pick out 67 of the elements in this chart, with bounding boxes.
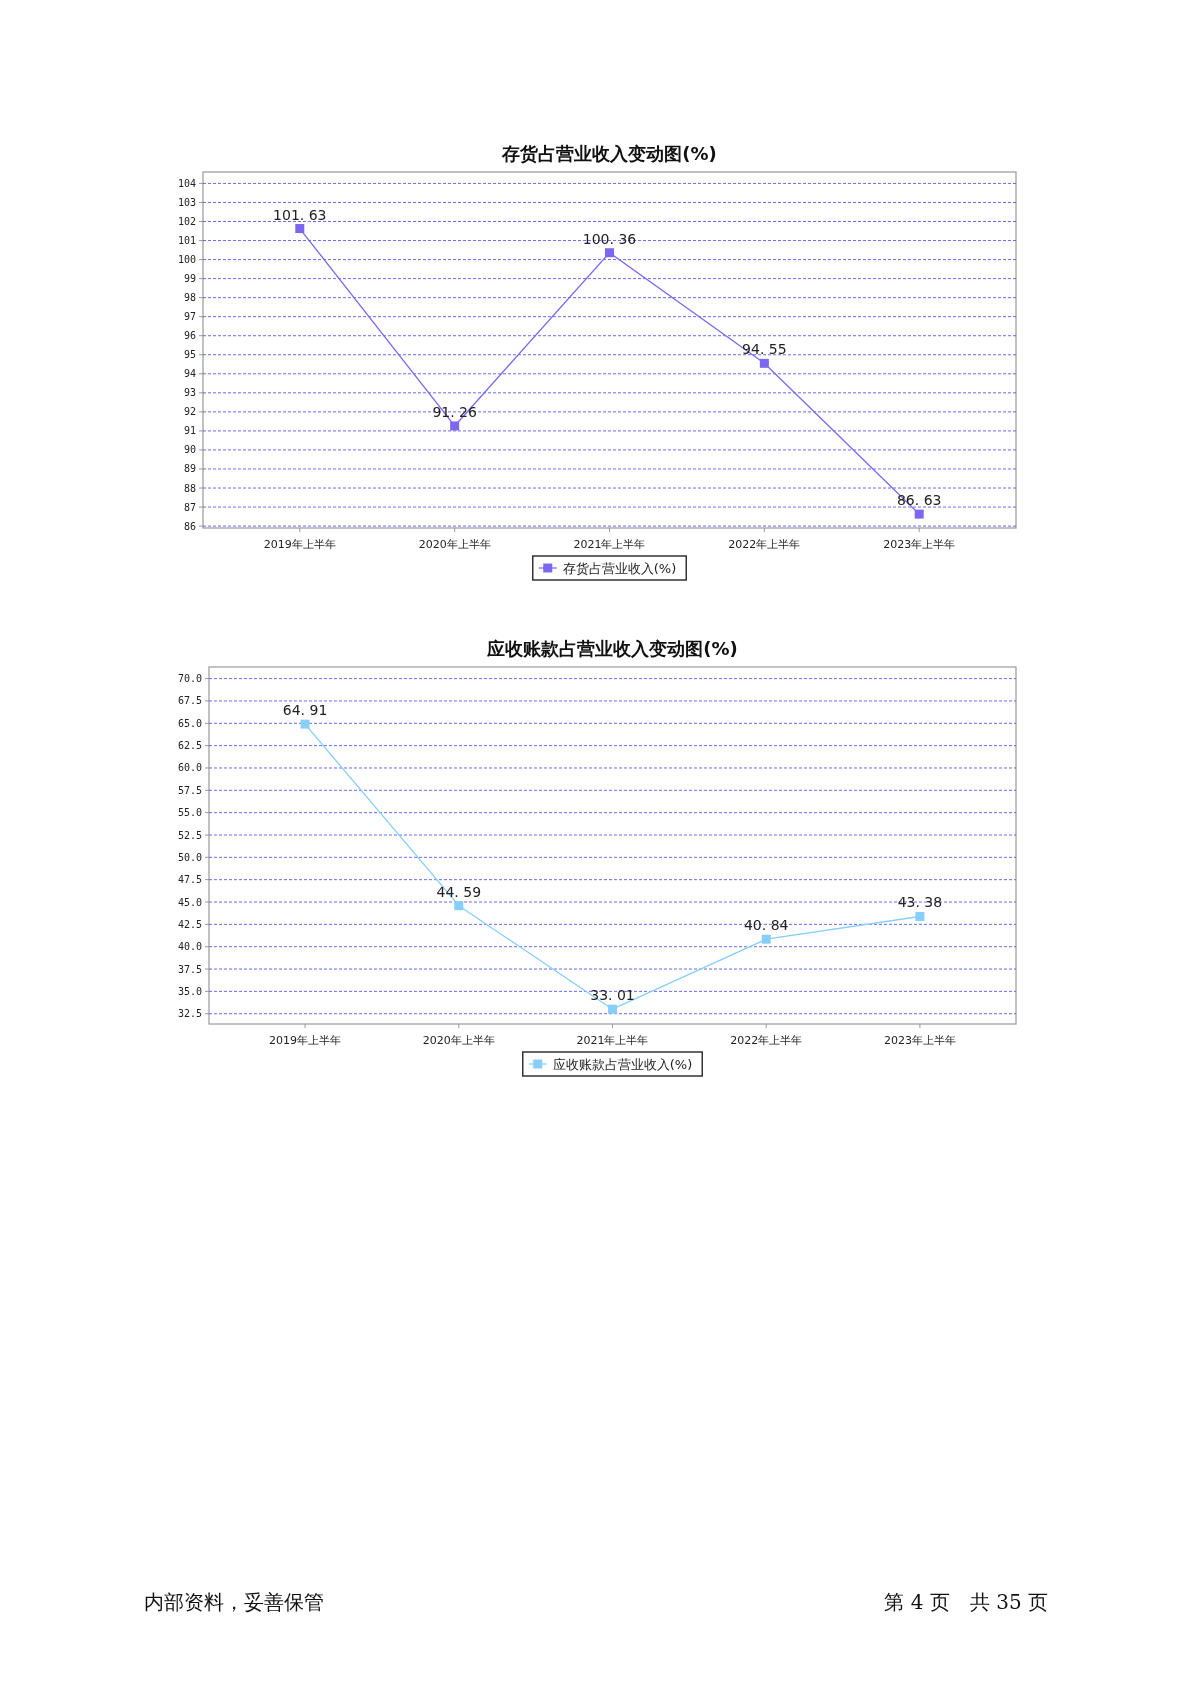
y-tick-label: 57.5 [177,784,202,796]
y-tick-label: 99 [183,273,196,285]
y-tick-label: 87 [183,501,196,513]
y-tick-label: 93 [183,387,196,399]
y-tick-label: 50.0 [177,851,202,863]
y-tick-label: 70.0 [177,673,202,685]
y-tick-label: 96 [183,330,196,342]
y-tick-label: 55.0 [177,807,202,819]
y-tick-label: 40.0 [177,941,202,953]
y-tick-label: 67.5 [177,695,202,707]
point [450,421,460,431]
data-label: 43. 38 [897,894,943,911]
x-tick-label: 2022年上半年 [730,1034,803,1047]
y-tick-label: 97 [183,311,196,323]
x-tick-label: 2020年上半年 [418,538,491,551]
y-tick-label: 32.5 [177,1008,202,1020]
data-label: 44. 59 [436,883,482,900]
legend-label: 存货占营业收入(%) [562,560,677,576]
data-label: 94. 55 [742,341,787,358]
x-tick-label: 2021年上半年 [576,1034,649,1047]
legend-label: 应收账款占营业收入(%) [552,1056,693,1072]
data-label: 33. 01 [590,987,635,1004]
y-tick-label: 45.0 [177,896,202,908]
point [454,901,464,911]
x-tick-label: 2022年上半年 [728,538,801,551]
y-tick-label: 47.5 [177,874,202,886]
point [295,224,305,234]
chart-title: 应收账款占营业收入变动图(%) [486,638,738,659]
point [300,719,310,729]
y-tick-label: 37.5 [177,963,202,975]
chart-title: 存货占营业收入变动图(%) [501,143,717,164]
y-tick-label: 90 [183,444,196,456]
y-tick-label: 65.0 [177,717,202,729]
data-label: 64. 91 [282,702,328,719]
point [914,509,924,519]
y-tick-label: 35.0 [177,985,202,997]
x-tick-label: 2020年上半年 [422,1034,495,1047]
point [915,912,925,921]
y-tick-label: 94 [183,368,196,380]
y-tick-label: 102 [177,216,196,227]
x-tick-label: 2019年上半年 [263,538,336,551]
y-tick-label: 88 [183,482,196,494]
x-tick-label: 2023年上半年 [883,1034,956,1047]
y-tick-label: 104 [177,177,196,189]
point [759,358,769,368]
y-tick-label: 101 [177,235,196,247]
y-tick-label: 89 [183,463,196,475]
point [605,248,614,258]
y-tick-label: 92 [183,406,196,418]
y-tick-label: 98 [183,292,196,304]
x-tick-label: 2023年上半年 [883,538,956,551]
y-tick-label: 42.5 [177,918,202,930]
text: 第 4 页 共 35 页 [884,1590,1048,1614]
point [608,1004,617,1014]
y-tick-label: 91 [183,425,196,437]
y-tick-label: 62.5 [177,740,202,752]
y-tick-label: 60.0 [177,762,202,774]
point [761,934,771,944]
text: 内部资料，妥善保管 [144,1590,324,1614]
y-tick-label: 86 [183,520,196,532]
y-tick-label: 103 [177,196,196,208]
data-label: 101. 63 [273,206,327,223]
y-tick-label: 95 [183,349,196,361]
y-tick-label: 52.5 [177,829,202,841]
x-tick-label: 2019年上半年 [269,1034,342,1047]
x-tick-label: 2021年上半年 [573,538,646,551]
y-tick-label: 100 [177,254,196,266]
